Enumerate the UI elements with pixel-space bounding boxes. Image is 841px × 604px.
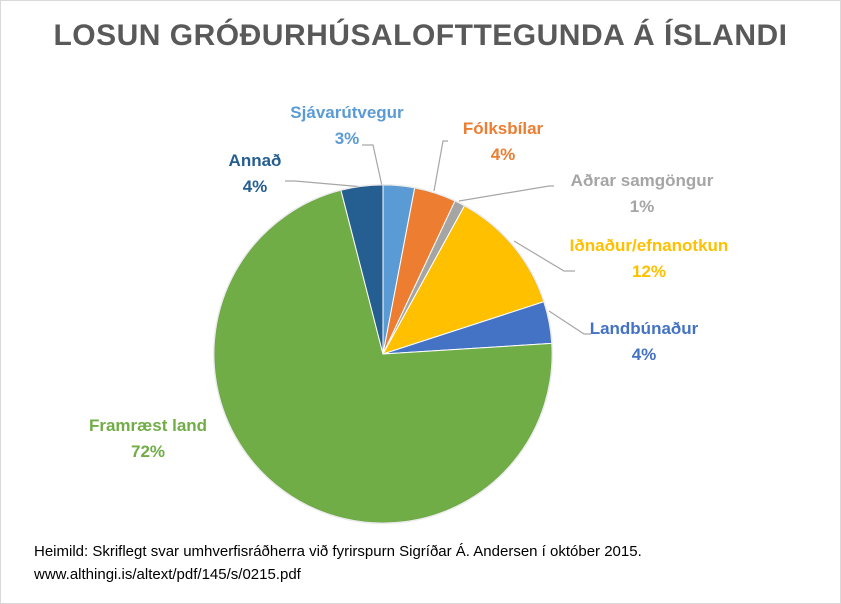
data-label-name-anna: Annað: [229, 151, 282, 170]
source-url: www.althingi.is/altext/pdf/145/s/0215.pd…: [34, 566, 301, 583]
data-label-value-landbuna-ur: 4%: [632, 345, 657, 364]
data-label-name-landbuna-ur: Landbúnaður: [590, 319, 699, 338]
data-label-name-i-na-ur-efnanotkun: Iðnaður/efnanotkun: [570, 236, 729, 255]
leader-line-landbuna-ur: [548, 310, 591, 335]
data-label-value-sjavarutvegur: 3%: [335, 129, 360, 148]
data-label-value-a-rar-samgongur: 1%: [630, 197, 655, 216]
data-label-value-folksbilar: 4%: [491, 145, 516, 164]
leader-line-sjavarutvegur: [362, 144, 383, 187]
leader-line-folksbilar: [433, 140, 448, 192]
pie-slice-anna: [340, 184, 384, 355]
pie-slice-framr-st-land: [213, 189, 553, 524]
data-label-value-anna: 4%: [243, 177, 268, 196]
leader-lines: [285, 140, 591, 335]
data-label-name-framr-st-land: Framræst land: [89, 416, 207, 435]
data-labels: Sjávarútvegur 3% Fólksbílar 4% Aðrar samgöng…: [89, 103, 728, 461]
leader-line-i-na-ur-efnanotkun: [513, 240, 575, 272]
data-label-name-a-rar-samgongur: Aðrar samgöngur: [571, 171, 714, 190]
pie-slices: [213, 184, 553, 524]
pie-slice-i-na-ur-efnanotkun: [381, 205, 545, 355]
leader-line-a-rar-samgongur: [458, 185, 554, 202]
pie-outline: [213, 184, 553, 524]
chart-title: LOSUN GRÓÐURHÚSALOFTTEGUNDA Á ÍSLANDI: [53, 19, 788, 52]
data-label-value-framr-st-land: 72%: [131, 442, 165, 461]
data-label-value-i-na-ur-efnanotkun: 12%: [632, 262, 666, 281]
source-citation: Heimild: Skriflegt svar umhverfisráðherr…: [34, 543, 642, 560]
data-label-name-folksbilar: Fólksbílar: [463, 119, 544, 138]
leader-line-anna: [285, 180, 365, 188]
data-label-name-sjavarutvegur: Sjávarútvegur: [290, 103, 404, 122]
